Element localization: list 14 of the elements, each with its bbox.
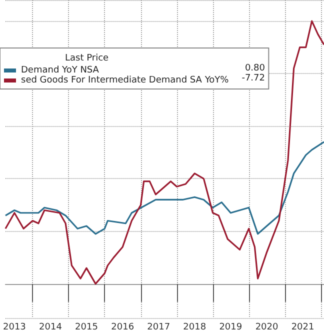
annotation: -7.72 [242,74,265,84]
x-tick-label: 2018 [183,322,206,332]
x-tick-label: 2016 [111,322,134,332]
x-tick-label: 2014 [39,322,62,332]
x-tick-label: 2019 [219,322,242,332]
legend-title: Last Price [65,54,110,64]
annotation: 0.80 [244,64,266,74]
x-tick-label: 2021 [291,322,314,332]
x-tick-label: 2020 [255,322,278,332]
x-tick-label: 2015 [75,322,98,332]
legend-label: sed Goods For Intermediate Demand SA YoY% [21,76,230,86]
x-tick-label: 2017 [147,322,170,332]
legend-label: Demand YoY NSA [21,66,100,76]
x-tick-label: 2013 [3,322,26,332]
